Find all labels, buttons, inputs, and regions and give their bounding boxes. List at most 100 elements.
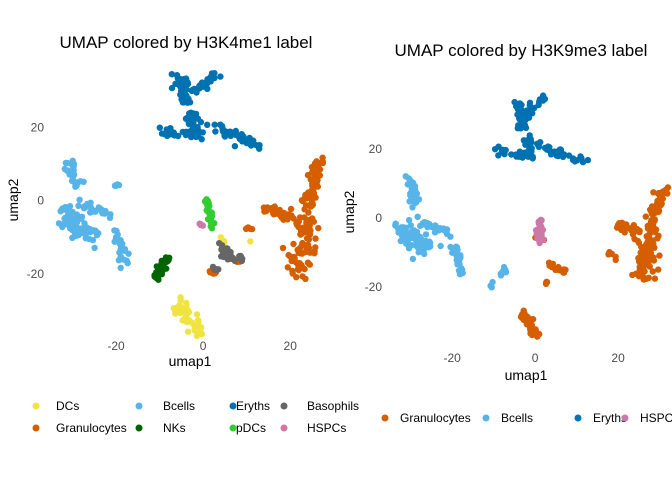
point-granulocytes bbox=[277, 212, 284, 220]
legend-label-pdcs: pDCs bbox=[236, 421, 266, 435]
x-tick-label: 20 bbox=[611, 351, 625, 365]
legend-key-nks bbox=[135, 424, 143, 432]
legend-key-hspcs bbox=[621, 414, 629, 422]
series-pdcs bbox=[201, 196, 218, 232]
chart-title-h3k4me1: UMAP colored by H3K4me1 label bbox=[60, 33, 313, 52]
series-hspcs bbox=[533, 216, 547, 247]
point-pdcs bbox=[205, 199, 212, 207]
point-bcells bbox=[409, 179, 417, 187]
point-eryths bbox=[513, 103, 520, 110]
point-bcells bbox=[403, 240, 410, 247]
point-bcells bbox=[117, 253, 125, 260]
point-hspcs bbox=[197, 221, 205, 228]
point-eryths bbox=[555, 152, 562, 159]
point-eryths bbox=[168, 71, 175, 78]
legend-key-dcs bbox=[32, 402, 40, 410]
series-bcells bbox=[55, 157, 132, 272]
point-granulocytes bbox=[640, 259, 648, 266]
point-eryths bbox=[232, 131, 239, 138]
point-bcells bbox=[422, 221, 430, 229]
series-hspcs bbox=[196, 220, 206, 229]
legend-item-bcells: Bcells bbox=[135, 399, 195, 413]
y-ticks-h3k9me3: -20 0 20 bbox=[365, 142, 383, 294]
point-granulocytes bbox=[621, 222, 628, 229]
y-axis-title-h3k4me1: umap2 bbox=[5, 178, 21, 221]
point-dcs bbox=[177, 294, 184, 301]
point-dcs bbox=[171, 306, 179, 314]
point-granulocytes bbox=[651, 208, 659, 216]
legend-key-eryths bbox=[574, 414, 582, 422]
series-dcs bbox=[170, 234, 254, 340]
legend-label-dcs: DCs bbox=[56, 399, 79, 413]
point-granulocytes bbox=[645, 274, 652, 281]
point-granulocytes bbox=[640, 253, 647, 260]
legend-item-eryths: Eryths bbox=[229, 399, 270, 413]
legend-label-bcells: Bcells bbox=[163, 399, 195, 413]
point-granulocytes bbox=[309, 201, 316, 208]
point-granulocytes bbox=[655, 266, 662, 273]
point-granulocytes bbox=[648, 253, 655, 261]
point-bcells bbox=[60, 221, 67, 229]
x-tick-label: 20 bbox=[284, 339, 298, 353]
point-eryths bbox=[192, 110, 200, 118]
point-eryths bbox=[181, 92, 189, 99]
point-granulocytes bbox=[646, 263, 653, 270]
point-basophils bbox=[213, 266, 220, 274]
point-granulocytes bbox=[293, 221, 301, 228]
point-granulocytes bbox=[548, 261, 555, 268]
point-eryths bbox=[557, 146, 565, 153]
point-bcells bbox=[74, 225, 82, 232]
point-dcs bbox=[193, 311, 201, 318]
point-bcells bbox=[443, 226, 451, 233]
x-ticks-h3k9me3: -20 0 20 bbox=[444, 351, 626, 365]
point-eryths bbox=[187, 109, 195, 116]
point-granulocytes bbox=[655, 189, 662, 197]
point-granulocytes bbox=[285, 251, 292, 259]
point-dcs bbox=[193, 322, 200, 330]
point-eryths bbox=[185, 120, 193, 128]
point-granulocytes bbox=[636, 258, 643, 265]
point-granulocytes bbox=[294, 266, 302, 273]
point-granulocytes bbox=[315, 224, 322, 232]
point-nks bbox=[165, 256, 172, 264]
legend-key-bcells bbox=[135, 402, 143, 410]
point-eryths bbox=[256, 145, 263, 152]
point-granulocytes bbox=[306, 261, 313, 268]
point-bcells bbox=[405, 230, 413, 237]
point-eryths bbox=[238, 131, 245, 138]
point-nks bbox=[154, 264, 162, 272]
point-hspcs bbox=[535, 219, 542, 226]
point-granulocytes bbox=[605, 251, 612, 258]
point-eryths bbox=[508, 151, 515, 158]
point-eryths bbox=[529, 155, 536, 162]
legend-key-pdcs bbox=[229, 424, 237, 432]
legend-label-bcells: Bcells bbox=[501, 411, 533, 425]
point-granulocytes bbox=[287, 205, 295, 213]
point-granulocytes bbox=[629, 271, 636, 279]
point-granulocytes bbox=[640, 264, 647, 271]
point-eryths bbox=[211, 74, 218, 82]
point-nks bbox=[157, 270, 164, 278]
point-eryths bbox=[204, 121, 211, 128]
point-dcs bbox=[183, 318, 190, 326]
point-eryths bbox=[177, 80, 184, 87]
point-eryths bbox=[561, 151, 568, 158]
point-nks bbox=[151, 272, 158, 279]
point-granulocytes bbox=[312, 169, 320, 177]
x-tick-label: 0 bbox=[200, 339, 207, 353]
series-nks bbox=[151, 254, 173, 283]
legend-key-granulocytes bbox=[381, 414, 389, 422]
point-granulocytes bbox=[656, 252, 663, 259]
point-eryths bbox=[183, 86, 190, 93]
point-bcells bbox=[433, 224, 440, 232]
point-bcells bbox=[75, 202, 82, 209]
point-eryths bbox=[525, 114, 533, 121]
point-bcells bbox=[437, 242, 444, 250]
legend-item-basophils: Basophils bbox=[280, 399, 359, 413]
point-granulocytes bbox=[293, 274, 300, 281]
series-bcells bbox=[392, 173, 510, 291]
point-granulocytes bbox=[632, 227, 640, 235]
point-bcells bbox=[399, 233, 407, 241]
point-granulocytes bbox=[640, 276, 647, 283]
